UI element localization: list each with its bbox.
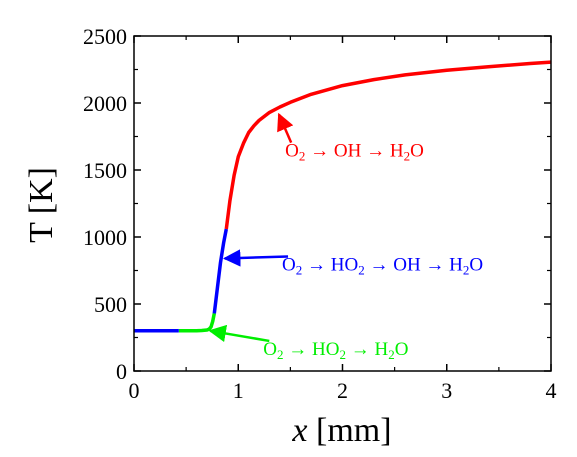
annotation-layer: O2 → OH → H2O O2 → HO2 → OH → H2O O2 → HO2… (208, 112, 483, 362)
x-axis-variable: x (291, 412, 307, 449)
x-tick-label: 2 (337, 378, 348, 403)
y-tick-label: 1500 (83, 158, 127, 183)
x-tick-label: 0 (129, 378, 140, 403)
y-tick-label: 2000 (83, 91, 127, 116)
annotation-arrow-0 (277, 112, 294, 144)
x-tick-label: 3 (441, 378, 452, 403)
annotation-label-1: O2 → HO2 → OH → H2O (282, 255, 483, 278)
annotation-arrow-2 (208, 324, 270, 343)
annotation-label-0: O2 → OH → H2O (285, 141, 424, 164)
x-tick-label: 1 (233, 378, 244, 403)
x-axis-label: x [mm] (291, 412, 391, 449)
y-tick-label: 2500 (83, 24, 127, 49)
x-tick-label: 4 (546, 378, 557, 403)
series-line-3 (224, 60, 552, 230)
annotation-label-2: O2 → HO2 → H2O (263, 339, 408, 362)
series-line-0 (178, 313, 217, 333)
series-layer (134, 60, 552, 333)
x-axis-unit: [mm] (316, 412, 392, 449)
series-line-2 (212, 228, 229, 314)
y-tick-label: 0 (116, 359, 127, 384)
y-tick-label: 500 (94, 292, 127, 317)
y-tick-label: 1000 (83, 225, 127, 250)
annotation-arrow-1 (222, 249, 289, 267)
y-axis-label: T [K] (23, 167, 60, 243)
axes-layer: 0 1 2 3 4 0 500 1000 1500 2000 2500 (83, 24, 557, 403)
